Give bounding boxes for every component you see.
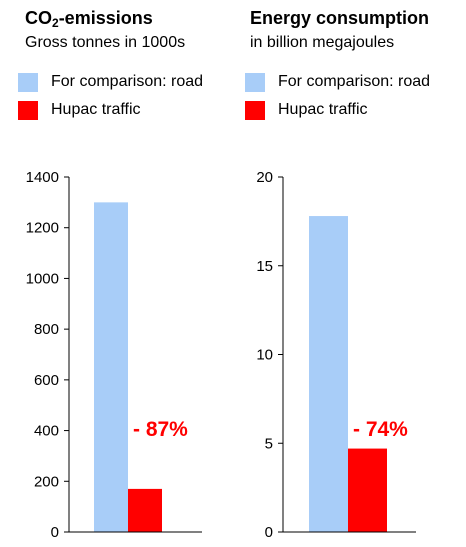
chart1-reduction-label: - 87% — [133, 418, 188, 441]
chart2-y-tick-label: 15 — [256, 258, 273, 275]
chart1-legend-hupac-label: Hupac traffic — [51, 101, 141, 118]
chart1-bar-hupac — [128, 488, 162, 532]
chart2-y-tick-label: 5 — [265, 435, 273, 452]
chart2-y-tick-label: 10 — [256, 347, 273, 364]
chart2-bar-hupac — [348, 448, 387, 532]
chart2-legend-hupac-label: Hupac traffic — [278, 101, 368, 118]
chart1-legend-road-swatch — [18, 72, 38, 92]
chart2-reduction-label: - 74% — [353, 418, 408, 441]
chart1-y-tick-label: 600 — [34, 372, 59, 389]
chart1-y-tick-label: 0 — [51, 524, 59, 541]
chart2-legend-road: For comparison: road — [245, 72, 430, 92]
chart1-y-tick-label: 400 — [34, 423, 59, 440]
chart2-subtitle: in billion megajoules — [250, 34, 395, 51]
chart1-legend-road: For comparison: road — [18, 72, 203, 92]
chart1-y-tick-label: 1200 — [26, 220, 59, 237]
chart1-legend-road-label: For comparison: road — [51, 73, 204, 90]
chart1-legend-hupac-swatch — [18, 100, 38, 120]
chart1-y-tick-label: 1000 — [26, 270, 59, 287]
chart2-title: Energy consumption — [250, 8, 430, 28]
chart1-y-tick-label: 1400 — [26, 169, 59, 186]
chart1-bar-road — [94, 202, 128, 532]
chart2-legend-hupac-swatch — [245, 100, 265, 120]
chart2-legend-road-label: For comparison: road — [278, 73, 431, 90]
chart1-legend-hupac: Hupac traffic — [18, 100, 141, 120]
chart2-y-tick-label: 20 — [256, 169, 273, 186]
chart1-title: CO2-emissions — [25, 8, 153, 30]
chart1-y-tick-label: 200 — [34, 473, 59, 490]
chart2-y-tick-label: 0 — [265, 524, 273, 541]
chart1-subtitle: Gross tonnes in 1000s — [25, 34, 186, 51]
chart2-legend-hupac: Hupac traffic — [245, 100, 368, 120]
chart2-bar-road — [309, 216, 348, 533]
chart2-legend-road-swatch — [245, 72, 265, 92]
chart1-y-tick-label: 800 — [34, 321, 59, 338]
